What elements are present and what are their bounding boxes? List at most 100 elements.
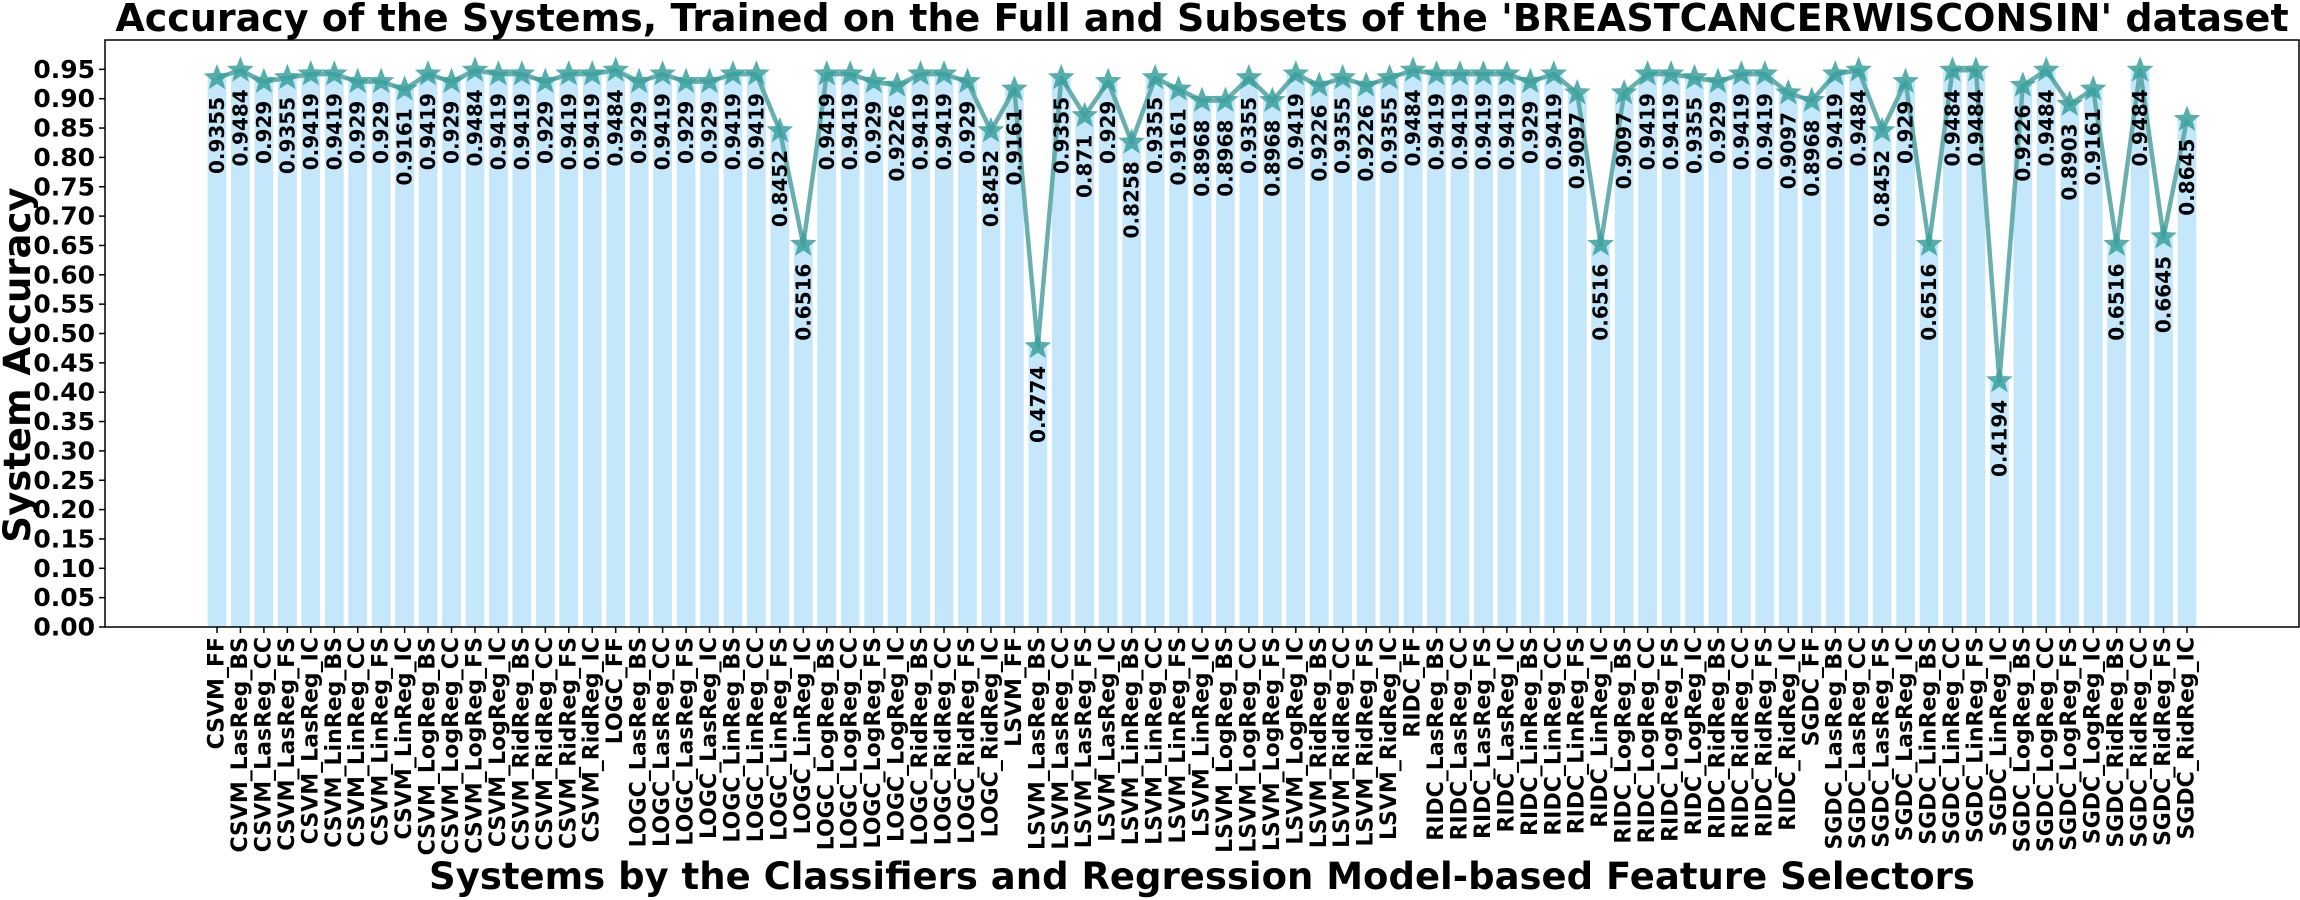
data-label: 0.8968 (1213, 120, 1237, 197)
data-point-marker (1634, 60, 1661, 86)
x-tick-label: LSVM_LinReg_BS (1119, 637, 1144, 845)
data-point-marker (203, 63, 231, 90)
data-label: 0.9097 (1565, 112, 1589, 189)
x-tick-label: LOGC_LinReg_BS (720, 637, 745, 843)
data-label: 0.9355 (1237, 97, 1261, 174)
x-tick-label: LOGC_LinReg_IC (791, 637, 816, 834)
x-tick-label: RIDC_LogReg_BS (1612, 637, 1637, 844)
data-label: 0.9097 (1612, 112, 1636, 189)
bar (2154, 236, 2173, 627)
data-label: 0.9419 (651, 93, 675, 170)
x-tick-label: RIDC_FF (1401, 637, 1426, 738)
data-point-marker (1892, 67, 1919, 93)
x-tick-label: LOGC_LasReg_BS (627, 637, 652, 847)
bar (1966, 70, 1986, 628)
bar (1567, 93, 1587, 627)
data-point-marker (1282, 60, 1310, 86)
bar (348, 81, 368, 627)
y-tick-label: 0.10 (33, 554, 95, 583)
data-point-marker (2032, 56, 2060, 82)
data-label: 0.9419 (486, 93, 510, 170)
x-tick-label: RIDC_RidReg_FS (1752, 637, 1777, 837)
x-tick-label: RIDC_LasReg_BS (1424, 637, 1449, 841)
x-tick-label: SGDC_FF (1799, 637, 1824, 746)
data-point-marker (836, 60, 864, 86)
plot-area: 0.9355 0.9484 0.929 0.9355 0.9419 0.9419 0.929… (33, 39, 2300, 855)
data-label: 0.8968 (1190, 120, 1214, 197)
data-point-marker (1540, 60, 1568, 86)
data-label: 0.8452 (1870, 150, 1894, 227)
data-label: 0.929 (1518, 101, 1542, 164)
y-tick-label: 0.25 (33, 466, 95, 495)
data-label: 0.9161 (1002, 108, 1026, 185)
x-tick-label: LSVM_LogReg_FS (1260, 637, 1285, 851)
data-label: 0.6516 (1917, 264, 1941, 341)
x-tick-label: LSVM_LasReg_CC (1049, 637, 1074, 850)
x-tick-label: CSVM_LasReg_BS (228, 637, 253, 853)
x-tick-label: RIDC_LogReg_FS (1659, 637, 1684, 842)
y-tick-label: 0.05 (33, 583, 95, 612)
x-tick-label: LOGC_RidReg_BS (908, 637, 933, 846)
data-point-marker (813, 60, 841, 86)
data-label: 0.9097 (1776, 112, 1800, 189)
y-tick-label: 0.60 (33, 260, 95, 289)
x-tick-label: LOGC_LasReg_CC (650, 637, 675, 847)
data-label: 0.929 (697, 101, 721, 164)
bar (442, 81, 461, 627)
x-tick-label: SGDC_RidReg_FS (2151, 637, 2176, 846)
data-point-marker (1798, 86, 1826, 112)
y-tick-label: 0.30 (33, 436, 95, 465)
data-point-marker (1821, 60, 1849, 86)
x-axis-label: Systems by the Classifiers and Regressio… (429, 855, 1975, 898)
data-label: 0.9226 (2011, 104, 2035, 181)
bar (747, 74, 766, 628)
x-tick-label: RIDC_LinReg_IC (1588, 637, 1613, 828)
bar (1802, 100, 1822, 628)
bar (1778, 93, 1798, 627)
bar (1825, 74, 1845, 628)
data-point-marker (1024, 332, 1052, 359)
x-tick-label: CSVM_LinReg_IC (392, 637, 417, 839)
data-label: 0.9226 (1354, 104, 1378, 181)
data-label: 0.929 (674, 101, 698, 164)
data-point-marker (1939, 56, 1966, 82)
x-tick-label: LSVM_LinReg_CC (1143, 637, 1168, 845)
bar (2060, 104, 2080, 627)
data-point-marker (227, 56, 254, 82)
data-point-marker (485, 60, 512, 86)
data-label: 0.9355 (1143, 97, 1167, 174)
y-tick-label: 0.35 (33, 407, 95, 436)
bar (395, 89, 414, 628)
data-point-marker (1868, 116, 1896, 143)
data-label: 0.8903 (2058, 123, 2082, 200)
bar (535, 81, 555, 627)
data-label: 0.9355 (1683, 97, 1707, 174)
y-tick-label: 0.90 (33, 84, 95, 113)
bar (911, 74, 930, 628)
data-point-marker (1915, 230, 1943, 256)
y-tick-label: 0.20 (33, 495, 95, 524)
bar (1614, 93, 1634, 627)
data-label: 0.8258 (1120, 161, 1144, 238)
data-point-marker (1962, 56, 1990, 82)
x-tick-label: RIDC_LogReg_IC (1682, 637, 1707, 835)
data-label: 0.871 (1073, 135, 1097, 198)
y-axis-label: System Accuracy (0, 187, 39, 542)
y-tick-label: 0.70 (33, 202, 95, 231)
data-label: 0.8452 (768, 150, 792, 227)
data-label: 0.9419 (557, 93, 581, 170)
y-tick-label: 0.00 (33, 613, 95, 642)
data-label: 0.929 (533, 101, 557, 164)
data-label: 0.929 (440, 101, 464, 164)
data-point-marker (2173, 105, 2201, 131)
bar (817, 74, 837, 628)
x-tick-label: CSVM_LogReg_CC (439, 637, 464, 855)
data-label: 0.9226 (885, 104, 909, 181)
data-point-marker (1376, 63, 1403, 90)
data-label: 0.9419 (1729, 93, 1753, 170)
data-label: 0.9484 (1940, 89, 1964, 166)
data-label: 0.9161 (393, 108, 417, 185)
data-point-marker (367, 67, 395, 93)
data-label: 0.9419 (416, 93, 440, 170)
x-tick-label: SGDC_LinReg_FS (1963, 637, 1988, 843)
